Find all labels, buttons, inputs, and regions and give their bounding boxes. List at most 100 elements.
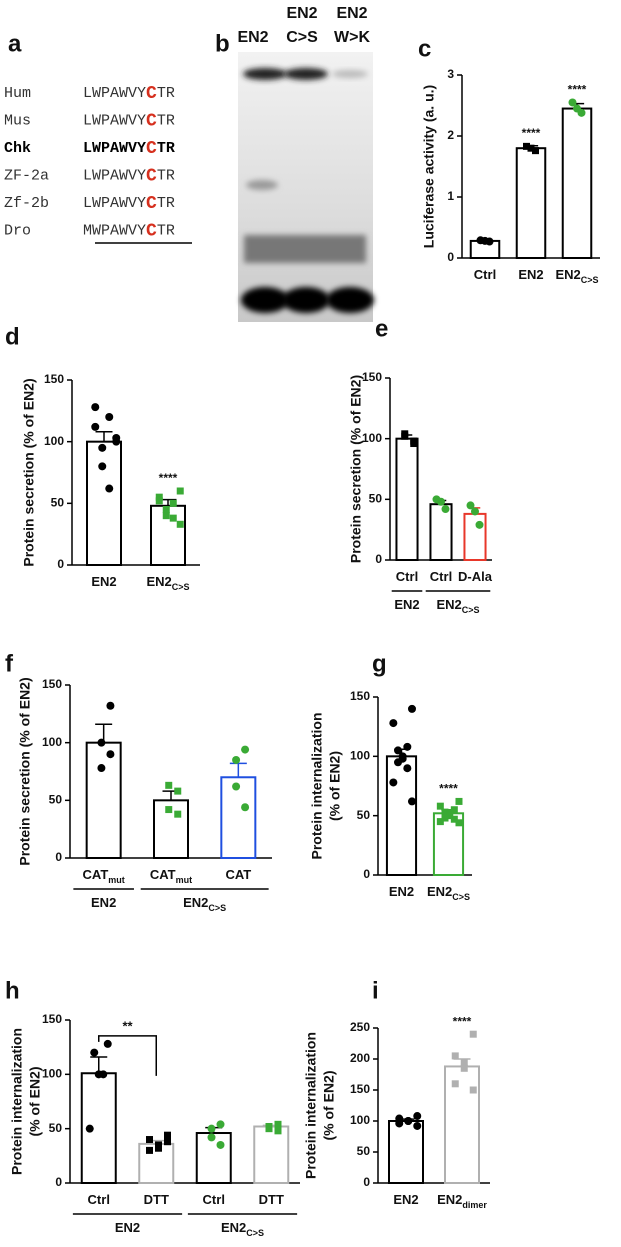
significance-label: **** <box>522 126 541 140</box>
panel-label: c <box>418 35 431 62</box>
data-point <box>413 1112 422 1121</box>
data-point <box>469 1030 477 1038</box>
y-tick-label: 100 <box>362 431 382 445</box>
lane-label: EN2 <box>237 29 268 46</box>
data-point <box>155 1144 162 1152</box>
group-label: EN2 <box>91 895 116 910</box>
data-point <box>523 142 530 150</box>
data-point <box>216 1140 225 1149</box>
data-point <box>165 806 173 814</box>
data-point <box>573 104 581 113</box>
data-point <box>97 738 106 747</box>
y-axis-label: Protein secretion (% of EN2) <box>21 378 37 566</box>
x-tick-label-main: Ctrl <box>430 569 452 584</box>
data-point <box>165 781 173 789</box>
sequence-part: LWPAWVY <box>83 195 146 212</box>
x-tick-label: EN2 <box>91 574 116 589</box>
data-point <box>112 433 121 442</box>
data-point <box>403 742 412 751</box>
y-tick-label: 150 <box>44 372 64 386</box>
sequence: LWPAWVYCTR <box>83 166 175 186</box>
sequence-part: TR <box>157 85 175 102</box>
data-point <box>532 147 539 155</box>
sequence: LWPAWVYCTR <box>83 111 175 131</box>
data-point <box>98 462 107 471</box>
data-point <box>232 782 241 791</box>
bar <box>385 755 418 876</box>
data-point <box>403 764 412 773</box>
data-point <box>446 812 454 820</box>
highlight-residue: C <box>146 111 157 131</box>
x-tick-label: CATmut <box>150 867 192 885</box>
data-point <box>90 1048 99 1057</box>
x-tick-label: DTT <box>144 1192 169 1207</box>
sequence-part: TR <box>157 167 175 184</box>
sequence-part: LWPAWVY <box>83 85 146 102</box>
y-tick-label: 3 <box>447 67 454 81</box>
data-point <box>106 701 115 710</box>
x-tick-label: CAT <box>225 867 251 882</box>
y-tick-label: 1 <box>447 189 454 203</box>
data-point <box>103 1039 112 1048</box>
sequence-part: LWPAWVY <box>83 112 146 129</box>
data-point <box>460 1064 468 1072</box>
data-point <box>91 403 100 412</box>
data-point <box>432 495 441 504</box>
data-point <box>407 704 416 713</box>
y-tick-label: 250 <box>350 1020 370 1034</box>
x-tick-label: EN2dimer <box>437 1192 487 1210</box>
y-tick-label: 200 <box>350 1051 370 1065</box>
data-point <box>389 719 398 728</box>
x-tick-label-main: Ctrl <box>203 1192 225 1207</box>
species-label: Zf-2b <box>4 195 49 212</box>
sequence-part: LWPAWVY <box>83 140 146 157</box>
data-point <box>162 512 170 520</box>
y-axis-label: Protein internalization <box>309 712 325 859</box>
x-tick-label-main: DTT <box>259 1192 284 1207</box>
significance-label: **** <box>453 1014 472 1028</box>
species-label: ZF-2a <box>4 167 49 184</box>
x-tick-label-main: Ctrl <box>474 267 496 282</box>
y-tick-label: 100 <box>350 749 370 763</box>
bar <box>561 107 593 259</box>
group-label-main: EN2 <box>221 1220 246 1235</box>
x-tick-label-main: CAT <box>225 867 251 882</box>
error-bar <box>95 431 113 442</box>
group-label: EN2 <box>115 1220 140 1235</box>
data-point <box>436 818 444 826</box>
data-point <box>146 1146 153 1154</box>
data-point <box>455 797 463 805</box>
group-label-main: EN2 <box>436 597 461 612</box>
data-point <box>91 422 100 431</box>
data-point <box>241 745 250 754</box>
data-point <box>146 1136 153 1144</box>
y-tick-label: 0 <box>363 1175 370 1189</box>
error-bar <box>229 762 247 778</box>
y-tick-label: 0 <box>375 552 382 566</box>
y-tick-label: 150 <box>362 370 382 384</box>
y-axis-label: Protein internalization <box>303 1032 319 1179</box>
data-point <box>450 815 458 823</box>
x-tick-label-subscript: mut <box>108 875 125 885</box>
y-tick-label: 50 <box>49 793 63 807</box>
panel-label: d <box>5 323 20 350</box>
y-axis-label: (% of EN2) <box>27 1067 43 1137</box>
sequence: LWPAWVYCTR <box>83 84 175 104</box>
panel-label: a <box>8 30 22 57</box>
y-tick-label: 150 <box>350 1082 370 1096</box>
data-point <box>274 1120 282 1128</box>
data-point <box>169 499 177 507</box>
x-tick-label: EN2 <box>389 884 414 899</box>
significance-label: **** <box>159 471 178 485</box>
sequence-part: TR <box>157 195 175 212</box>
species-label: Chk <box>4 140 31 157</box>
sequence: LWPAWVYCTR <box>83 139 175 159</box>
bar <box>444 1065 480 1184</box>
x-tick-label-main: EN2 <box>91 574 116 589</box>
lane-label: W>K <box>334 29 370 46</box>
data-point <box>407 797 416 806</box>
sequence-part: TR <box>157 140 175 157</box>
data-point <box>469 1086 477 1094</box>
panel-label: h <box>5 977 20 1004</box>
x-tick-label: Ctrl <box>430 569 452 584</box>
